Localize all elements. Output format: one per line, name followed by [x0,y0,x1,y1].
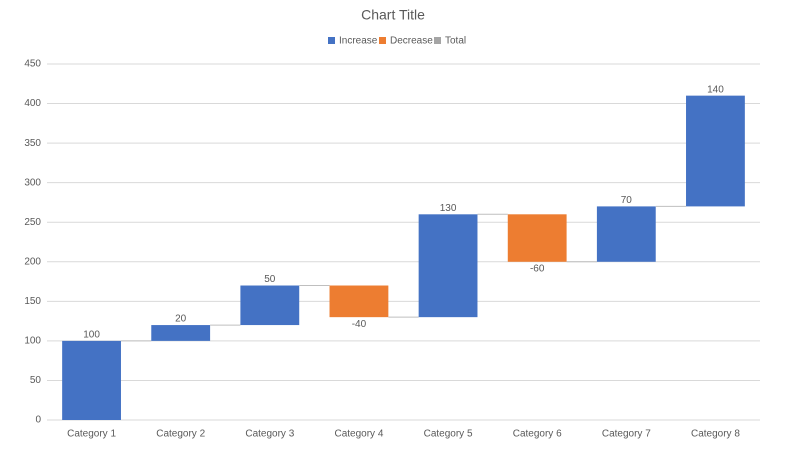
value-label: 100 [83,330,100,341]
y-tick-label: 200 [24,256,41,267]
chart-title: Chart Title [361,7,425,23]
bar [596,206,656,262]
bar [507,214,567,262]
y-tick-label: 0 [35,415,41,426]
x-tick-label: Category 2 [156,429,205,440]
y-tick-label: 350 [24,138,41,149]
value-label: 70 [621,195,633,206]
y-tick-label: 150 [24,296,41,307]
value-label: -60 [530,263,545,274]
x-tick-label: Category 7 [602,429,651,440]
bar [329,285,389,318]
x-tick-label: Category 1 [67,429,116,440]
legend-label: Decrease [390,36,433,47]
legend-label: Total [445,36,466,47]
legend-swatch [379,37,386,44]
y-tick-label: 100 [24,336,41,347]
bar [151,325,211,341]
value-label: 50 [264,274,276,285]
bar [240,285,300,326]
y-tick-label: 300 [24,177,41,188]
x-tick-label: Category 4 [334,429,383,440]
bar [62,340,121,420]
value-label: -40 [352,319,367,330]
x-tick-label: Category 3 [245,429,294,440]
x-tick-label: Category 5 [424,429,473,440]
bar [686,95,745,207]
y-tick-label: 250 [24,217,41,228]
bar [418,214,478,318]
legend-swatch [434,37,441,44]
x-tick-label: Category 6 [513,429,562,440]
x-tick-label: Category 8 [691,429,740,440]
legend-swatch [328,37,335,44]
y-tick-label: 450 [24,59,41,70]
legend-label: Increase [339,36,378,47]
value-label: 140 [707,84,724,95]
value-label: 20 [175,314,187,325]
value-label: 130 [440,203,457,214]
y-tick-label: 400 [24,98,41,109]
y-tick-label: 50 [30,375,42,386]
